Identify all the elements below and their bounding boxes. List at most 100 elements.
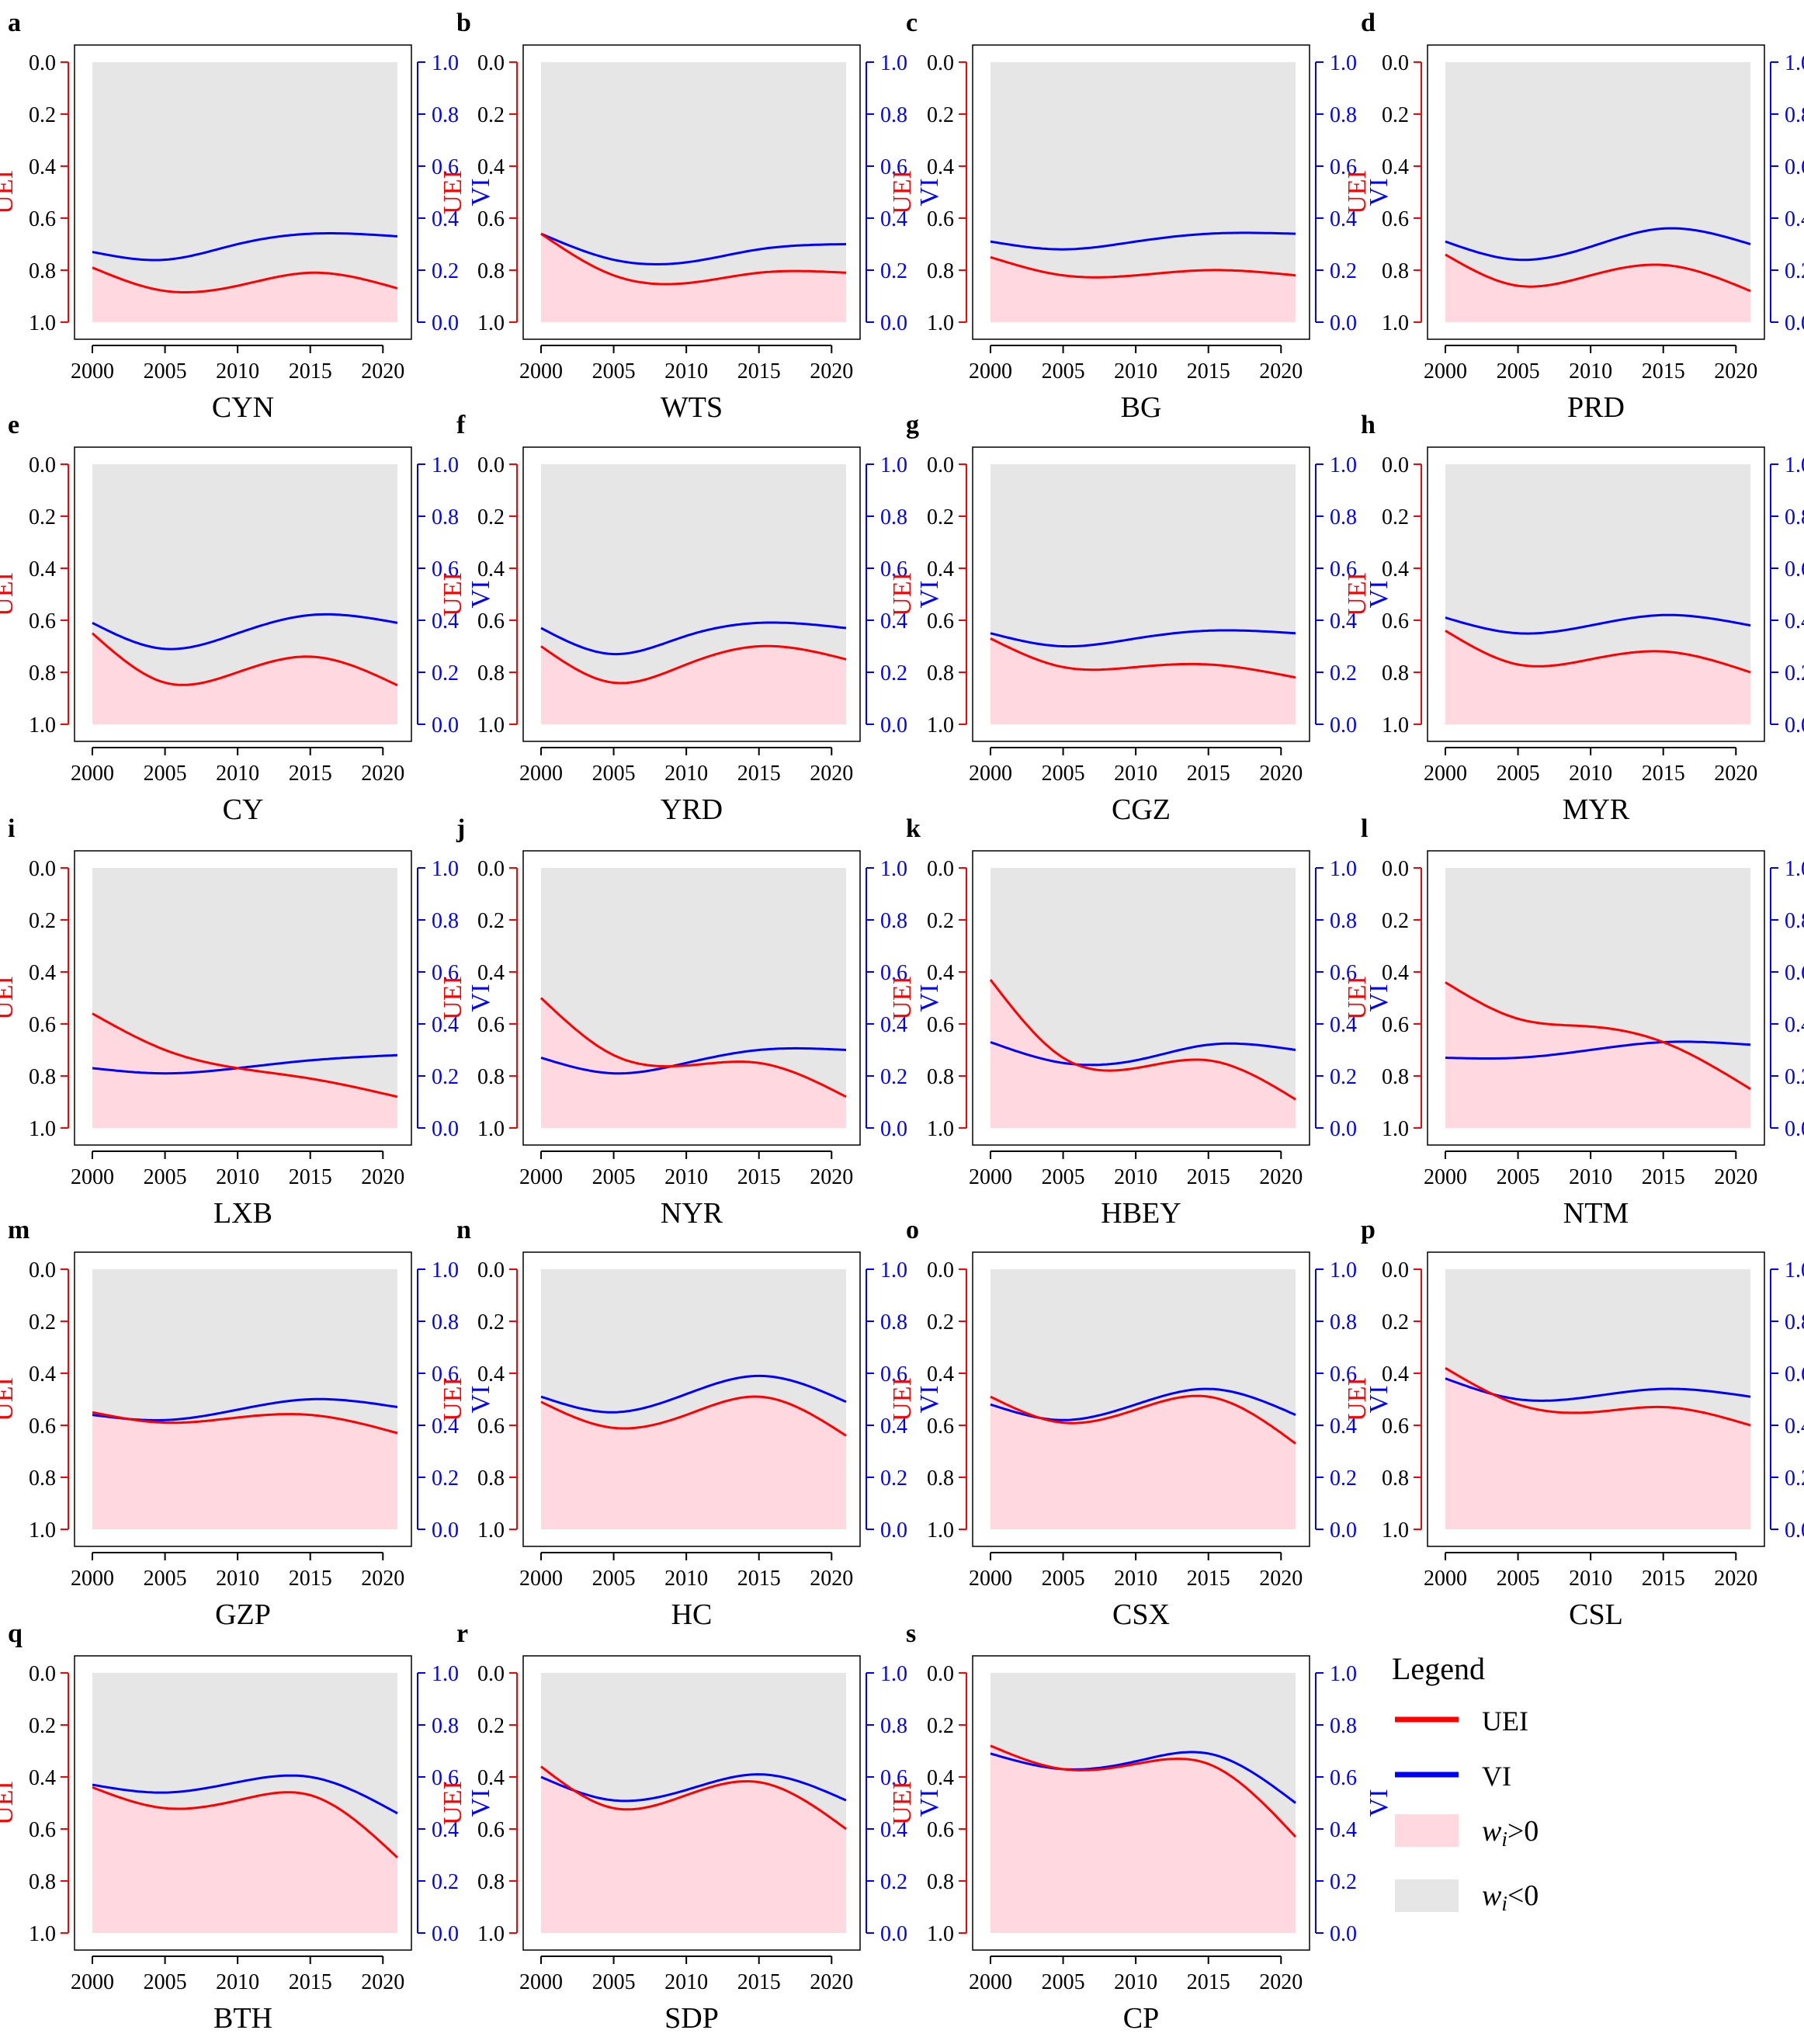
x-tick-label: 2005 xyxy=(1497,1165,1540,1189)
x-tick-label: 2020 xyxy=(810,1567,853,1591)
positive-region xyxy=(990,638,1296,724)
vi-tick-label: 0.0 xyxy=(880,1518,907,1543)
plot-frame xyxy=(1427,1251,1765,1547)
x-tick-label: 2000 xyxy=(1424,359,1467,383)
uei-axis-label: UEI xyxy=(1343,170,1372,214)
vi-tick-label: 0.2 xyxy=(1785,661,1804,685)
vi-tick-label: 0.4 xyxy=(432,207,459,231)
uei-tick-label: 0.4 xyxy=(29,155,56,179)
vi-tick-label: 0.8 xyxy=(1330,505,1357,529)
x-tick-label: 2005 xyxy=(1042,1970,1085,1994)
vi-axis-label: VI xyxy=(1365,581,1393,609)
uei-axis-label: UEI xyxy=(0,976,19,1020)
panel-b: 0.0 0.2 0.4 0.6 0.8 1.0 UEI 1.0 0.8 0.6 0.4 0.2 0.0 V… xyxy=(439,9,944,424)
vi-axis-label: VI xyxy=(1365,1386,1393,1414)
vi-tick-label: 0.0 xyxy=(1785,311,1804,335)
positive-region xyxy=(1445,254,1750,322)
x-tick-label: 2010 xyxy=(1569,762,1612,786)
vi-tick-label: 0.0 xyxy=(432,311,459,335)
uei-tick-label: 0.4 xyxy=(477,961,505,985)
panel-title: CP xyxy=(1123,2002,1159,2035)
x-tick-label: 2000 xyxy=(71,1567,114,1591)
uei-tick-label: 0.6 xyxy=(927,1414,954,1438)
vi-tick-label: 0.6 xyxy=(1330,1362,1357,1386)
x-tick-label: 2015 xyxy=(1187,1970,1230,1994)
uei-tick-label: 1.0 xyxy=(29,1117,56,1141)
vi-tick-label: 0.4 xyxy=(1785,207,1804,231)
x-tick-label: 2000 xyxy=(519,1567,563,1591)
uei-tick-label: 0.2 xyxy=(927,909,954,933)
uei-tick-label: 1.0 xyxy=(1382,311,1409,335)
uei-tick-label: 0.0 xyxy=(927,453,954,477)
uei-tick-label: 0.8 xyxy=(1382,259,1409,283)
panel-title: WTS xyxy=(661,391,723,424)
legend-positive-swatch xyxy=(1395,1814,1459,1847)
x-tick-label: 2015 xyxy=(289,359,332,383)
positive-region xyxy=(541,234,846,322)
vi-tick-label: 0.2 xyxy=(1330,1870,1357,1894)
vi-line xyxy=(540,1773,847,1803)
x-tick-label: 2005 xyxy=(592,1970,636,1994)
plot-frame xyxy=(972,1251,1310,1547)
vi-tick-label: 0.4 xyxy=(1330,207,1357,231)
x-tick-label: 2000 xyxy=(519,1970,563,1994)
uei-tick-label: 0.4 xyxy=(927,155,954,179)
uei-tick-label: 1.0 xyxy=(477,1117,505,1141)
panel-title: GZP xyxy=(215,1598,271,1631)
panel-letter: s xyxy=(906,1619,916,1648)
vi-tick-label: 0.8 xyxy=(432,909,459,933)
x-tick-label: 2005 xyxy=(1497,1567,1540,1591)
panel-o: 0.0 0.2 0.4 0.6 0.8 1.0 UEI 1.0 0.8 0.6 0.4 0.2 0.0 V… xyxy=(888,1216,1393,1631)
uei-tick-label: 0.0 xyxy=(1382,453,1409,477)
vi-tick-label: 0.6 xyxy=(432,557,459,581)
uei-axis-label: UEI xyxy=(0,1377,19,1421)
x-tick-label: 2010 xyxy=(664,1567,708,1591)
x-tick-label: 2015 xyxy=(1642,1567,1685,1591)
plot-frame xyxy=(522,44,861,340)
vi-tick-label: 0.2 xyxy=(432,661,459,685)
uei-tick-label: 0.0 xyxy=(477,857,505,881)
x-tick-label: 2015 xyxy=(737,1165,781,1189)
panel-k: 0.0 0.2 0.4 0.6 0.8 1.0 UEI 1.0 0.8 0.6 0.4 0.2 0.0 V… xyxy=(888,814,1393,1230)
uei-tick-label: 0.0 xyxy=(927,1258,954,1282)
x-tick-label: 2015 xyxy=(1187,762,1230,786)
vi-line xyxy=(1445,1040,1751,1060)
uei-tick-label: 0.2 xyxy=(1382,103,1409,127)
panel-letter: f xyxy=(456,411,466,439)
uei-tick-label: 0.0 xyxy=(927,1662,954,1686)
uei-tick-label: 0.0 xyxy=(29,1258,56,1282)
vi-tick-label: 0.0 xyxy=(432,1518,459,1543)
x-tick-label: 2010 xyxy=(664,1165,708,1189)
uei-tick-label: 0.8 xyxy=(927,1466,954,1490)
vi-tick-label: 0.2 xyxy=(1330,661,1357,685)
x-tick-label: 2010 xyxy=(1114,1970,1157,1994)
uei-tick-label: 0.2 xyxy=(927,1714,954,1738)
x-tick-label: 2015 xyxy=(1642,359,1685,383)
vi-line xyxy=(990,231,1296,251)
uei-tick-label: 0.6 xyxy=(477,1818,505,1842)
panel-letter: q xyxy=(8,1619,23,1648)
vi-axis-label: VI xyxy=(915,1789,944,1817)
uei-tick-label: 0.6 xyxy=(477,1013,505,1037)
uei-tick-label: 0.4 xyxy=(1382,557,1409,581)
vi-tick-label: 0.4 xyxy=(880,1013,907,1037)
x-tick-label: 2005 xyxy=(592,762,636,786)
vi-tick-label: 0.4 xyxy=(1330,1818,1357,1842)
panel-c: 0.0 0.2 0.4 0.6 0.8 1.0 UEI 1.0 0.8 0.6 0.4 0.2 0.0 V… xyxy=(888,9,1393,424)
positive-region xyxy=(92,1787,397,1933)
vi-tick-label: 0.0 xyxy=(1785,1117,1804,1141)
uei-tick-label: 0.8 xyxy=(29,1466,56,1490)
uei-tick-label: 0.6 xyxy=(29,207,56,231)
plot-frame xyxy=(74,1251,412,1547)
plot-frame xyxy=(74,1655,412,1951)
x-tick-label: 2005 xyxy=(1497,359,1540,383)
vi-line xyxy=(990,1041,1296,1067)
plot-frame xyxy=(74,446,412,742)
uei-tick-label: 0.8 xyxy=(477,1065,505,1089)
uei-tick-label: 1.0 xyxy=(29,1518,56,1543)
panel-j: 0.0 0.2 0.4 0.6 0.8 1.0 UEI 1.0 0.8 0.6 0.4 0.2 0.0 V… xyxy=(439,814,944,1230)
uei-line xyxy=(92,1785,399,1858)
vi-tick-label: 0.6 xyxy=(1785,155,1804,179)
uei-tick-label: 0.0 xyxy=(1382,1258,1409,1282)
x-tick-label: 2000 xyxy=(71,1970,114,1994)
